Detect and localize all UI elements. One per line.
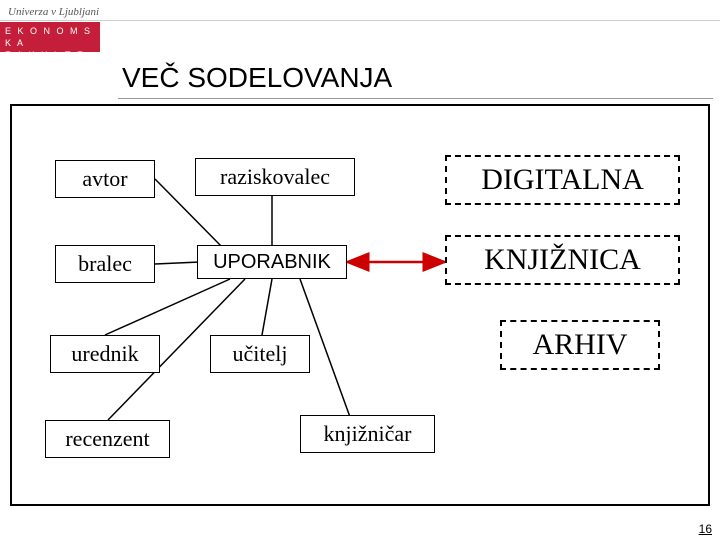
batch-digitalna: DIGITALNA — [445, 155, 680, 205]
faculty-line-2: F A K U L T E T A — [5, 49, 95, 73]
node-recenzent: recenzent — [45, 420, 170, 458]
batch-arhiv: ARHIV — [500, 320, 660, 370]
header-divider — [0, 20, 720, 21]
university-label: Univerza v Ljubljani — [8, 6, 99, 18]
node-uporabnik: UPORABNIK — [197, 245, 347, 279]
faculty-block: E K O N O M S K A F A K U L T E T A — [0, 22, 100, 52]
slide-title: VEČ SODELOVANJA — [122, 62, 392, 94]
page-number: 16 — [697, 522, 714, 536]
node-urednik: urednik — [50, 335, 160, 373]
title-underline — [118, 98, 713, 99]
faculty-line-1: E K O N O M S K A — [5, 25, 95, 49]
node-ucitelj: učitelj — [210, 335, 310, 373]
node-avtor: avtor — [55, 160, 155, 198]
batch-knjiznica: KNJIŽNICA — [445, 235, 680, 285]
node-raziskovalec: raziskovalec — [195, 158, 355, 196]
node-bralec: bralec — [55, 245, 155, 283]
node-knjiznicar: knjižničar — [300, 415, 435, 453]
